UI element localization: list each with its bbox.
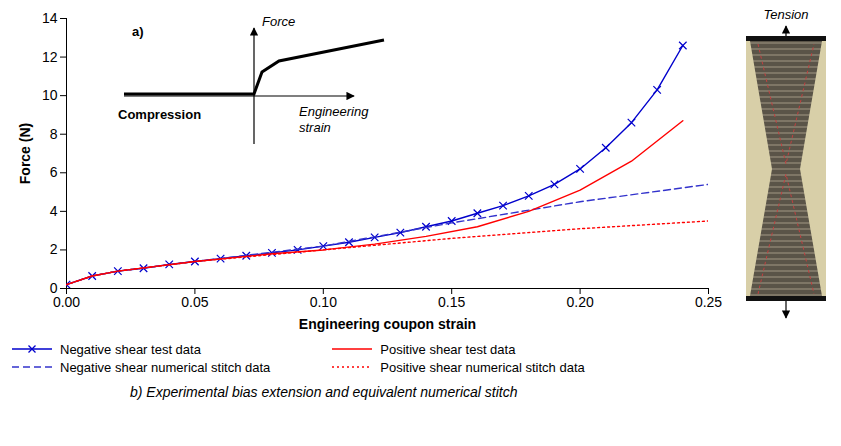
svg-text:4: 4 bbox=[50, 203, 58, 219]
svg-text:0.20: 0.20 bbox=[566, 294, 593, 310]
svg-text:8: 8 bbox=[50, 126, 58, 142]
svg-text:Force (N): Force (N) bbox=[17, 123, 33, 184]
svg-text:Engineering: Engineering bbox=[299, 104, 369, 119]
svg-text:0.00: 0.00 bbox=[53, 294, 80, 310]
svg-text:6: 6 bbox=[50, 164, 58, 180]
html-text:Positive shear test data: Positive shear test data bbox=[380, 341, 516, 357]
svg-text:10: 10 bbox=[42, 87, 58, 103]
html-text:Negative shear numerical stitc: Negative shear numerical stitch data bbox=[60, 359, 271, 375]
svg-text:0.05: 0.05 bbox=[181, 294, 208, 310]
svg-text:12: 12 bbox=[42, 49, 58, 65]
svg-text:Tension: Tension bbox=[763, 7, 808, 22]
svg-text:Engineering coupon strain: Engineering coupon strain bbox=[299, 316, 476, 332]
html-text:b) Experimental bias extension: b) Experimental bias extension and equiv… bbox=[130, 384, 518, 400]
svg-text:0: 0 bbox=[49, 280, 58, 296]
svg-text:0.15: 0.15 bbox=[438, 294, 465, 310]
svg-text:strain: strain bbox=[299, 120, 331, 135]
svg-text:Force: Force bbox=[262, 14, 295, 29]
svg-text:Compression: Compression bbox=[118, 107, 201, 122]
html-text:Negative shear test data: Negative shear test data bbox=[60, 341, 201, 357]
svg-text:2: 2 bbox=[50, 241, 58, 257]
svg-text:14: 14 bbox=[42, 10, 58, 26]
svg-text:0.25: 0.25 bbox=[695, 294, 722, 310]
html-text:Positive shear numerical stitc: Positive shear numerical stitch data bbox=[380, 359, 585, 375]
svg-text:0.10: 0.10 bbox=[310, 294, 337, 310]
svg-text:a): a) bbox=[132, 24, 144, 39]
